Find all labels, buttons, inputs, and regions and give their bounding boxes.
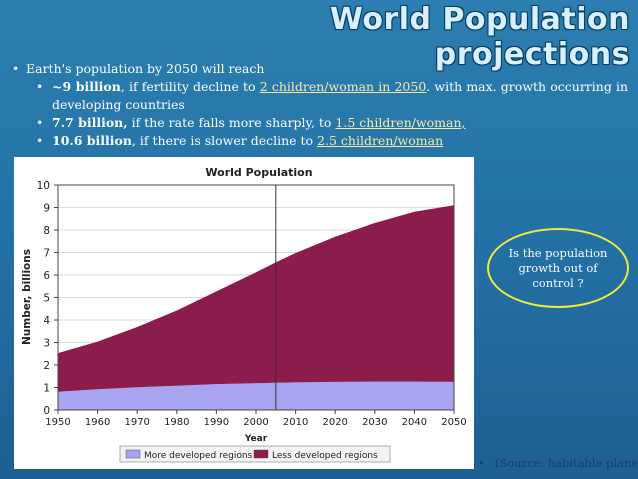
bullet-9-billion: • ~9 billion, if fertility decline to 2 … xyxy=(8,78,632,114)
x-tick-label: 2030 xyxy=(362,417,387,428)
x-tick-label: 1970 xyxy=(124,417,149,428)
x-tick-label: 1980 xyxy=(164,417,189,428)
legend-label-2: Less developed regions xyxy=(272,451,378,461)
x-tick-label: 2010 xyxy=(283,417,308,428)
bullet-7-7-billion: • 7.7 billion, if the rate falls more sh… xyxy=(8,114,632,132)
area-series-2 xyxy=(58,205,454,392)
bullet-7-7-billion-mid: if the rate falls more sharply, to xyxy=(127,115,336,130)
bullet-10-6-billion-link[interactable]: 2.5 children/woman xyxy=(317,133,444,148)
bullet-7-7-billion-bold: 7.7 billion, xyxy=(52,115,128,130)
bullet-9-billion-link[interactable]: 2 children/woman in 2050 xyxy=(259,79,427,94)
y-tick-label: 6 xyxy=(43,270,50,282)
bullet-9-billion-mid: , if fertility decline to xyxy=(120,79,260,94)
bullet-dot: • xyxy=(36,133,44,148)
callout-text: Is the population growth out of control … xyxy=(508,245,608,290)
source-text: (Source: habitable planet) xyxy=(494,456,638,470)
x-axis-label: Year xyxy=(244,434,268,444)
area-series-1 xyxy=(58,381,454,410)
world-population-chart: World Population Number, billions Year 0… xyxy=(14,157,474,469)
bullet-main: • Earth's population by 2050 will reach xyxy=(8,60,632,78)
x-tick-label: 2020 xyxy=(322,417,347,428)
bullet-dot: • xyxy=(12,61,20,76)
chart-legend: More developed regions Less developed reg… xyxy=(119,445,391,463)
bullet-dot: • xyxy=(36,79,44,94)
x-tick-label: 1960 xyxy=(85,417,110,428)
bullet-main-text: Earth's population by 2050 will reach xyxy=(26,61,265,76)
slide-title: World Population projections xyxy=(329,2,630,72)
source-bullet: • xyxy=(478,456,485,470)
bullet-dot: • xyxy=(36,115,44,130)
legend-label-1: More developed regions xyxy=(144,451,253,461)
x-tick-label: 2050 xyxy=(441,417,466,428)
bullet-10-6-billion: • 10.6 billion, if there is slower decli… xyxy=(8,132,632,150)
y-tick-label: 10 xyxy=(37,180,50,192)
y-tick-label: 8 xyxy=(43,225,50,237)
y-tick-label: 4 xyxy=(43,315,50,327)
bullet-7-7-billion-link[interactable]: 1.5 children/woman, xyxy=(335,115,466,130)
chart-svg: World Population Number, billions Year 0… xyxy=(21,166,467,463)
bullet-9-billion-bold: ~9 billion xyxy=(52,79,121,94)
x-tick-label: 2040 xyxy=(402,417,427,428)
y-tick-label: 7 xyxy=(43,248,50,260)
y-tick-label: 2 xyxy=(43,360,50,372)
legend-swatch-1 xyxy=(125,449,141,459)
y-tick-label: 5 xyxy=(43,293,50,305)
y-axis-label: Number, billions xyxy=(21,249,33,345)
x-tick-label: 2000 xyxy=(243,417,268,428)
source-note: • (Source: habitable planet) xyxy=(478,456,638,470)
x-tick-label: 1950 xyxy=(45,417,70,428)
legend-swatch-2 xyxy=(253,449,269,459)
bullet-10-6-billion-mid: , if there is slower decline to xyxy=(131,133,318,148)
bullet-list: • Earth's population by 2050 will reach … xyxy=(8,60,632,150)
y-tick-label: 1 xyxy=(43,383,50,395)
y-tick-label: 3 xyxy=(43,338,50,350)
callout-bubble: Is the population growth out of control … xyxy=(487,228,629,308)
y-tick-label: 0 xyxy=(43,405,50,417)
chart-title: World Population xyxy=(205,166,312,179)
x-tick-label: 1990 xyxy=(204,417,229,428)
y-tick-label: 9 xyxy=(43,203,50,215)
bullet-10-6-billion-bold: 10.6 billion xyxy=(52,133,132,148)
bullet-9-billion-end: . with max. growth occurring in developi… xyxy=(52,79,629,112)
